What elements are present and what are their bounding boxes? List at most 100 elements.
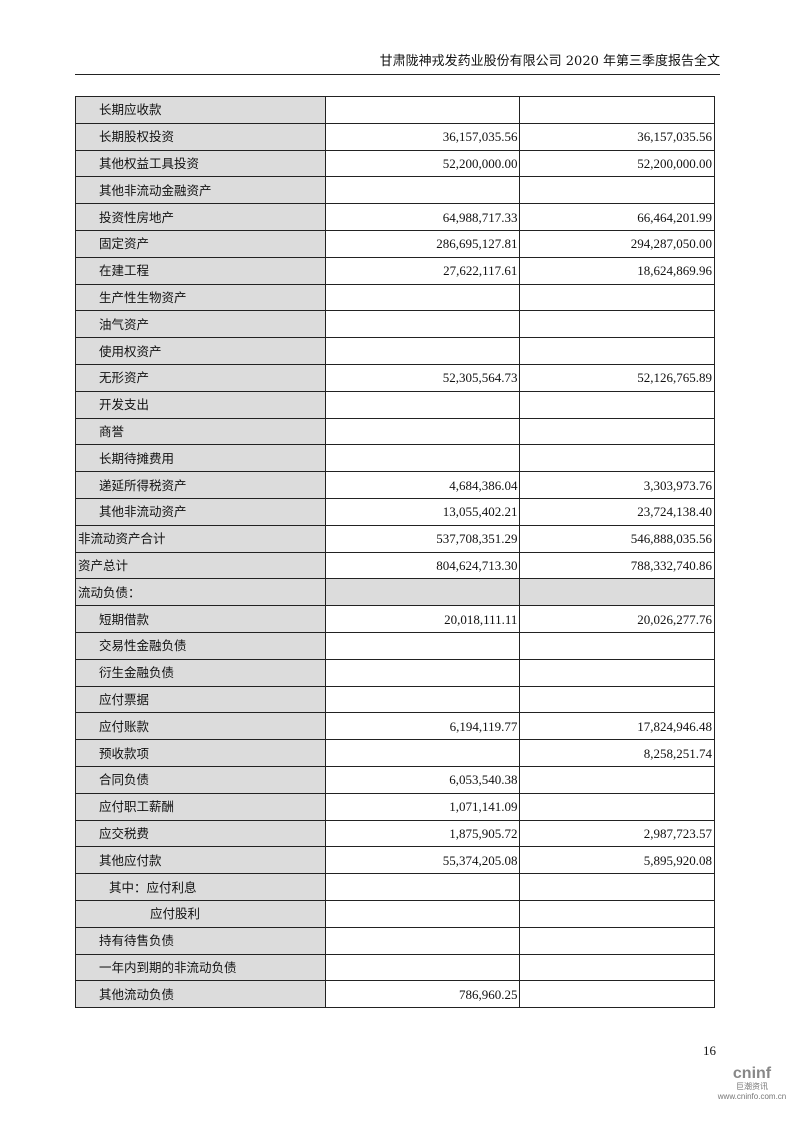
value-cell-col2 [519,953,715,982]
table-row: 其他应付款 55,374,205.08 5,895,920.08 [75,846,715,875]
row-label: 持有待售负债 [75,926,326,955]
value-cell-col2 [519,873,715,901]
value-cell-col2: 23,724,138.40 [519,497,715,526]
value-cell-col1 [324,337,521,365]
table-row: 合同负债 6,053,540.38 [75,765,715,794]
table-row: 应交税费 1,875,905.72 2,987,723.57 [75,819,715,848]
row-label: 其他非流动金融资产 [75,176,326,205]
row-label: 长期待摊费用 [75,444,326,473]
value-cell-col2 [519,631,715,660]
value-cell-col2: 17,824,946.48 [519,712,715,741]
table-row: 应付账款 6,194,119.77 17,824,946.48 [75,712,715,741]
value-cell-col2 [519,899,715,928]
value-cell-col1 [324,631,521,660]
value-cell-col2 [519,658,715,687]
value-cell-col1: 13,055,402.21 [324,497,521,526]
value-cell-col1: 52,305,564.73 [324,363,521,392]
value-cell-col2 [519,980,715,1009]
row-label: 衍生金融负债 [75,658,326,687]
row-label: 生产性生物资产 [75,283,326,312]
row-label: 递延所得税资产 [75,471,326,499]
row-label: 其他流动负债 [75,980,326,1009]
value-cell-col1 [324,739,521,767]
value-cell-col1: 52,200,000.00 [324,149,521,178]
row-label: 一年内到期的非流动负债 [75,953,326,982]
value-cell-col2: 18,624,869.96 [519,256,715,285]
value-cell-col2: 66,464,201.99 [519,203,715,231]
value-cell-col2: 546,888,035.56 [519,524,715,553]
logo-brand: cninf [732,1065,772,1082]
value-cell-col1 [324,926,521,955]
table-row: 使用权资产 [75,337,715,365]
row-label: 其他非流动资产 [75,497,326,526]
value-cell-col1: 64,988,717.33 [324,203,521,231]
row-label: 在建工程 [75,256,326,285]
value-cell-col2 [519,310,715,339]
value-cell-col2 [519,765,715,794]
table-row: 流动负债： [75,578,715,607]
table-row: 一年内到期的非流动负债 [75,953,715,982]
row-label: 交易性金融负债 [75,631,326,660]
row-label: 长期股权投资 [75,122,326,151]
value-cell-col2: 8,258,251.74 [519,739,715,767]
value-cell-col2 [519,176,715,205]
value-cell-col1: 36,157,035.56 [324,122,521,151]
value-cell-col1: 804,624,713.30 [324,551,521,580]
table-row: 衍生金融负债 [75,658,715,687]
table-row: 固定资产 286,695,127.81 294,287,050.00 [75,229,715,258]
value-cell-col2: 52,200,000.00 [519,149,715,178]
value-cell-col1: 6,194,119.77 [324,712,521,741]
value-cell-col2: 2,987,723.57 [519,819,715,848]
value-cell-col1 [324,578,521,607]
value-cell-col1: 20,018,111.11 [324,605,521,633]
row-label: 应交税费 [75,819,326,848]
value-cell-col1 [324,899,521,928]
table-row: 其他非流动资产 13,055,402.21 23,724,138.40 [75,497,715,526]
row-label: 其他权益工具投资 [75,149,326,178]
row-label: 应付职工薪酬 [75,792,326,821]
value-cell-col2 [519,926,715,955]
value-cell-col1 [324,953,521,982]
row-label: 预收款项 [75,739,326,767]
row-label: 非流动资产合计 [75,524,326,553]
table-row: 应付职工薪酬 1,071,141.09 [75,792,715,821]
row-label: 应付账款 [75,712,326,741]
value-cell-col2: 294,287,050.00 [519,229,715,258]
value-cell-col2 [519,444,715,473]
value-cell-col2 [519,578,715,607]
value-cell-col1 [324,417,521,446]
value-cell-col2 [519,792,715,821]
page-number: 16 [703,1043,716,1058]
row-label: 其中：应付利息 [75,873,326,901]
row-label: 商誉 [75,417,326,446]
value-cell-col1: 786,960.25 [324,980,521,1009]
value-cell-col1: 286,695,127.81 [324,229,521,258]
value-cell-col1: 1,071,141.09 [324,792,521,821]
cninfo-logo: cninf 巨潮资讯 www.cninfo.com.cn [716,1066,788,1102]
table-row: 资产总计 804,624,713.30 788,332,740.86 [75,551,715,580]
logo-url: www.cninfo.com.cn [717,1092,787,1101]
table-row: 商誉 [75,417,715,446]
table-row: 油气资产 [75,310,715,339]
value-cell-col1 [324,685,521,714]
value-cell-col1 [324,390,521,419]
table-row: 交易性金融负债 [75,631,715,660]
logo-name: 巨潮资讯 [736,1082,768,1091]
table-row: 其中：应付利息 [75,873,715,901]
value-cell-col2: 52,126,765.89 [519,363,715,392]
table-row: 在建工程 27,622,117.61 18,624,869.96 [75,256,715,285]
row-label: 投资性房地产 [75,203,326,231]
value-cell-col2 [519,685,715,714]
value-cell-col2: 20,026,277.76 [519,605,715,633]
value-cell-col1 [324,873,521,901]
row-label: 油气资产 [75,310,326,339]
value-cell-col2 [519,96,715,124]
value-cell-col1 [324,283,521,312]
table-row: 预收款项 8,258,251.74 [75,739,715,767]
value-cell-col2: 36,157,035.56 [519,122,715,151]
value-cell-col1 [324,176,521,205]
table-row: 持有待售负债 [75,926,715,955]
table-row: 其他非流动金融资产 [75,176,715,205]
table-row: 开发支出 [75,390,715,419]
row-label: 资产总计 [75,551,326,580]
